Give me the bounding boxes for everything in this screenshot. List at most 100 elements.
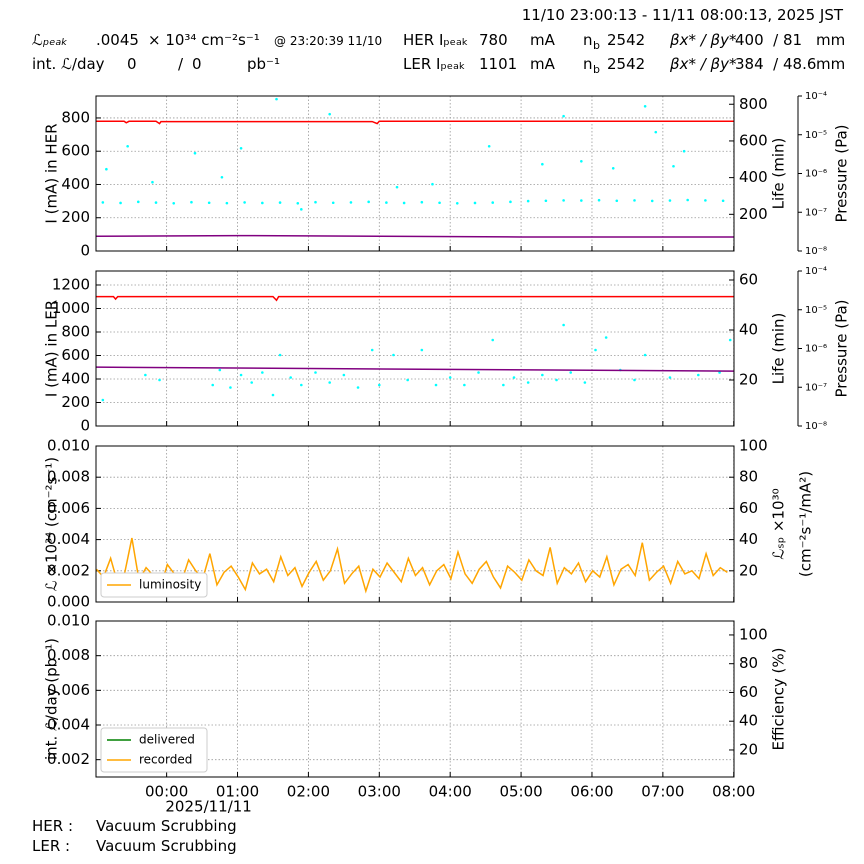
y-tick-label: 600 — [61, 346, 90, 364]
ler-nb-sub: b — [593, 63, 600, 76]
y2-tick-label: 100 — [739, 437, 768, 455]
legend-label: delivered — [139, 733, 195, 747]
data-point — [126, 144, 129, 148]
legend-box — [100, 727, 208, 773]
y3-tick-label: 10⁻⁷ — [805, 207, 827, 218]
y3-axis-label: Pressure (Pa) — [833, 124, 851, 222]
y2-tick-label: 40 — [739, 530, 758, 548]
y3-tick-label: 10⁻⁶ — [805, 344, 827, 355]
ler-beta-unit: mm — [816, 55, 845, 73]
data-point — [448, 376, 452, 379]
data-point — [261, 371, 264, 374]
her-nb-sub: b — [593, 39, 600, 52]
data-point — [239, 373, 243, 377]
data-point — [144, 373, 147, 377]
y-axis-label: ℒ ×10³⁴ (cm⁻²s⁻¹) — [43, 457, 61, 591]
data-point — [296, 202, 300, 205]
her-peak-label: HER Iₚₑₐₖ — [403, 31, 468, 49]
ler-status: Vacuum Scrubbing — [96, 837, 237, 855]
data-point — [250, 381, 254, 384]
y-tick-label: 0.004 — [47, 530, 90, 548]
data-point — [367, 200, 370, 204]
data-point — [172, 202, 176, 205]
her-nb-label: n — [583, 31, 593, 49]
plot-frame — [95, 620, 735, 778]
data-point — [349, 201, 353, 204]
x-tick-label: 07:00 — [641, 783, 684, 801]
data-point — [583, 381, 587, 384]
ler-peak-label: LER Iₚₑₐₖ — [403, 55, 465, 73]
data-point — [136, 200, 140, 204]
data-point — [473, 201, 477, 205]
y-tick-label: 600 — [61, 142, 90, 160]
y-tick-label: 0.004 — [47, 716, 90, 734]
y2-axis-label: Life (min) — [770, 313, 788, 385]
data-point — [643, 353, 647, 357]
data-point — [243, 201, 246, 204]
data-point — [151, 180, 154, 184]
int-lumi-unit: pb⁻¹ — [247, 55, 280, 73]
her-status-label: HER : — [32, 817, 73, 835]
data-point — [704, 199, 707, 202]
data-point — [220, 175, 224, 179]
y3-tick-label: 10⁻⁶ — [805, 169, 827, 180]
y2-tick-label: 40 — [739, 321, 758, 339]
data-point — [207, 201, 211, 205]
int-lumi-delivered: 0 — [127, 55, 137, 73]
ler-current: 1101 — [479, 55, 517, 73]
data-point — [385, 201, 388, 204]
y2-tick-label: 40 — [739, 712, 758, 730]
y-axis-label: I (mA) in LER — [43, 300, 61, 397]
data-point — [697, 373, 700, 377]
y2-tick-label: 20 — [739, 561, 758, 579]
y2-tick-label: 60 — [739, 499, 758, 517]
x-tick-label: 03:00 — [358, 783, 401, 801]
data-point — [402, 201, 406, 205]
data-point — [718, 371, 721, 374]
y3-tick-label: 10⁻⁸ — [805, 421, 827, 432]
plot-frame — [95, 445, 735, 603]
y-tick-label: 0.008 — [47, 468, 90, 486]
data-point — [526, 199, 530, 203]
data-point — [502, 383, 505, 387]
her-beta: 400 / 81 — [735, 31, 802, 49]
y-tick-label: 0.006 — [47, 681, 90, 699]
y2-tick-label: 600 — [739, 131, 768, 149]
data-point — [211, 383, 215, 387]
data-point — [438, 201, 441, 205]
legend-box — [100, 572, 208, 598]
x-tick-label: 06:00 — [570, 783, 613, 801]
data-point — [101, 201, 105, 204]
her-nb: 2542 — [607, 31, 645, 49]
data-point — [271, 393, 275, 397]
data-point — [378, 383, 381, 387]
int-lumi-recorded: 0 — [192, 55, 202, 73]
data-point — [682, 149, 686, 153]
y2-tick-label: 80 — [739, 468, 758, 486]
data-point — [239, 146, 243, 150]
data-point — [314, 371, 317, 374]
data-point — [356, 386, 360, 389]
data-point — [509, 200, 512, 204]
data-point — [491, 201, 495, 204]
data-point — [526, 381, 530, 384]
data-point — [463, 383, 466, 387]
her-unit: mA — [530, 31, 556, 49]
y3-tick-label: 10⁻⁷ — [805, 382, 827, 393]
ler-status-label: LER : — [32, 837, 70, 855]
data-point — [728, 338, 732, 342]
y-tick-label: 200 — [61, 393, 90, 411]
y-tick-label: 0.010 — [47, 612, 90, 630]
data-point — [541, 373, 544, 377]
data-point — [544, 199, 548, 203]
data-point — [406, 378, 409, 382]
data-point — [487, 144, 491, 148]
data-point — [721, 199, 725, 203]
lumi-peak-time: @ 23:20:39 11/10 — [274, 34, 382, 48]
data-point — [615, 199, 619, 203]
data-point — [275, 97, 278, 101]
data-point — [569, 371, 573, 374]
y-tick-label: 0.002 — [47, 561, 90, 579]
data-point — [119, 201, 122, 205]
